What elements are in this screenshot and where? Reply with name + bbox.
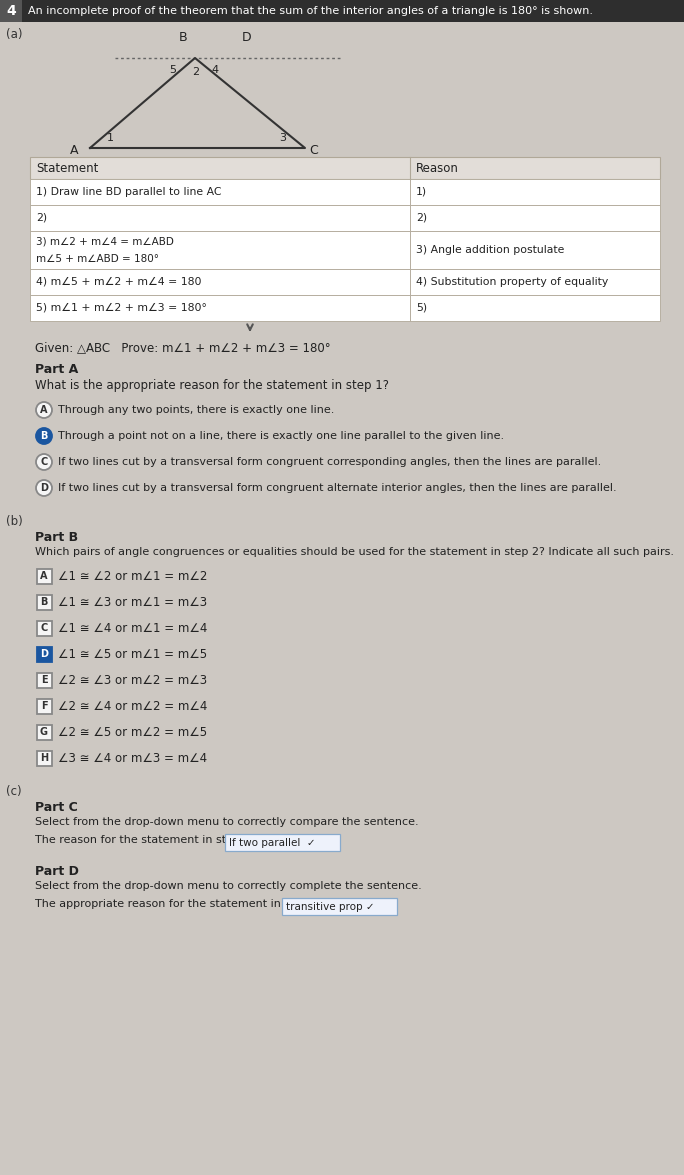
Text: 2: 2 bbox=[192, 67, 200, 78]
Text: Given: △ABC   Prove: m∠1 + m∠2 + m∠3 = 180°: Given: △ABC Prove: m∠1 + m∠2 + m∠3 = 180… bbox=[35, 341, 330, 354]
Text: 4: 4 bbox=[211, 65, 219, 75]
Circle shape bbox=[36, 454, 52, 470]
Text: C: C bbox=[40, 457, 48, 466]
Text: ∠2 ≅ ∠3 or m∠2 = m∠3: ∠2 ≅ ∠3 or m∠2 = m∠3 bbox=[58, 673, 207, 686]
Bar bbox=[36, 595, 51, 610]
Text: 2): 2) bbox=[416, 213, 427, 223]
Text: 1: 1 bbox=[107, 133, 114, 143]
Text: 2): 2) bbox=[36, 213, 47, 223]
Text: Select from the drop-down menu to correctly complete the sentence.: Select from the drop-down menu to correc… bbox=[35, 881, 422, 891]
Bar bbox=[225, 834, 340, 851]
Text: 4: 4 bbox=[6, 4, 16, 18]
Text: (c): (c) bbox=[6, 785, 22, 798]
Text: 3: 3 bbox=[280, 133, 287, 143]
Text: ∠1 ≅ ∠3 or m∠1 = m∠3: ∠1 ≅ ∠3 or m∠1 = m∠3 bbox=[58, 596, 207, 609]
Text: D: D bbox=[40, 649, 48, 659]
Text: What is the appropriate reason for the statement in step 1?: What is the appropriate reason for the s… bbox=[35, 380, 389, 392]
Bar bbox=[410, 179, 660, 204]
Text: ∠3 ≅ ∠4 or m∠3 = m∠4: ∠3 ≅ ∠4 or m∠3 = m∠4 bbox=[58, 752, 207, 765]
Circle shape bbox=[36, 402, 52, 418]
Text: m∠5 + m∠ABD = 180°: m∠5 + m∠ABD = 180° bbox=[36, 254, 159, 264]
Bar bbox=[36, 725, 51, 739]
Text: 4) Substitution property of equality: 4) Substitution property of equality bbox=[416, 277, 608, 287]
Bar bbox=[36, 646, 51, 662]
Text: H: H bbox=[40, 753, 48, 763]
Bar bbox=[410, 204, 660, 231]
Text: E: E bbox=[40, 674, 47, 685]
Bar bbox=[30, 269, 410, 295]
Text: (a): (a) bbox=[6, 28, 23, 41]
Text: 4) m∠5 + m∠2 + m∠4 = 180: 4) m∠5 + m∠2 + m∠4 = 180 bbox=[36, 277, 202, 287]
Text: 5) m∠1 + m∠2 + m∠3 = 180°: 5) m∠1 + m∠2 + m∠3 = 180° bbox=[36, 303, 207, 313]
Text: ∠1 ≅ ∠2 or m∠1 = m∠2: ∠1 ≅ ∠2 or m∠1 = m∠2 bbox=[58, 570, 207, 583]
Circle shape bbox=[36, 428, 52, 444]
Bar bbox=[36, 620, 51, 636]
Text: 5: 5 bbox=[170, 65, 176, 75]
Text: A: A bbox=[40, 405, 48, 415]
Bar bbox=[30, 295, 410, 321]
Text: Reason: Reason bbox=[416, 161, 459, 175]
Bar bbox=[30, 157, 660, 179]
Text: ∠2 ≅ ∠5 or m∠2 = m∠5: ∠2 ≅ ∠5 or m∠2 = m∠5 bbox=[58, 725, 207, 739]
Text: Part C: Part C bbox=[35, 801, 78, 814]
Text: Part A: Part A bbox=[35, 363, 78, 376]
Bar bbox=[0, 0, 22, 22]
Text: transitive prop ✓: transitive prop ✓ bbox=[286, 901, 375, 912]
Text: G: G bbox=[40, 727, 48, 737]
Text: 3) m∠2 + m∠4 = m∠ABD: 3) m∠2 + m∠4 = m∠ABD bbox=[36, 236, 174, 246]
Text: 3) Angle addition postulate: 3) Angle addition postulate bbox=[416, 246, 564, 255]
Text: C: C bbox=[309, 143, 318, 156]
Text: D: D bbox=[242, 31, 252, 43]
Text: An incomplete proof of the theorem that the sum of the interior angles of a tria: An incomplete proof of the theorem that … bbox=[28, 6, 593, 16]
Text: Statement: Statement bbox=[36, 161, 98, 175]
Text: B: B bbox=[40, 597, 48, 607]
Bar bbox=[0, 0, 684, 22]
Text: Through a point not on a line, there is exactly one line parallel to the given l: Through a point not on a line, there is … bbox=[58, 431, 504, 441]
Text: If two lines cut by a transversal form congruent corresponding angles, then the : If two lines cut by a transversal form c… bbox=[58, 457, 601, 466]
Text: Which pairs of angle congruences or equalities should be used for the statement : Which pairs of angle congruences or equa… bbox=[35, 548, 674, 557]
Bar bbox=[410, 269, 660, 295]
Text: The reason for the statement in step 2 is: The reason for the statement in step 2 i… bbox=[35, 835, 263, 845]
Text: (b): (b) bbox=[6, 515, 23, 528]
Text: B: B bbox=[179, 31, 187, 43]
Circle shape bbox=[36, 481, 52, 496]
Text: Part B: Part B bbox=[35, 531, 78, 544]
Text: D: D bbox=[40, 483, 48, 493]
Text: ∠1 ≅ ∠5 or m∠1 = m∠5: ∠1 ≅ ∠5 or m∠1 = m∠5 bbox=[58, 647, 207, 660]
Bar bbox=[36, 698, 51, 713]
Text: If two lines cut by a transversal form congruent alternate interior angles, then: If two lines cut by a transversal form c… bbox=[58, 483, 616, 493]
Text: ∠2 ≅ ∠4 or m∠2 = m∠4: ∠2 ≅ ∠4 or m∠2 = m∠4 bbox=[58, 699, 207, 712]
Text: F: F bbox=[40, 701, 47, 711]
Text: 1) Draw line BD parallel to line AC: 1) Draw line BD parallel to line AC bbox=[36, 187, 222, 197]
Bar bbox=[36, 569, 51, 584]
Text: Select from the drop-down menu to correctly compare the sentence.: Select from the drop-down menu to correc… bbox=[35, 817, 419, 827]
Text: A: A bbox=[40, 571, 48, 580]
Text: 5): 5) bbox=[416, 303, 427, 313]
Text: A: A bbox=[70, 143, 78, 156]
Text: Part D: Part D bbox=[35, 865, 79, 878]
Text: B: B bbox=[40, 431, 48, 441]
Bar bbox=[36, 751, 51, 765]
Text: The appropriate reason for the statement in step 5 is the: The appropriate reason for the statement… bbox=[35, 899, 353, 909]
Bar bbox=[30, 179, 410, 204]
Bar bbox=[30, 231, 410, 269]
Text: 1): 1) bbox=[416, 187, 427, 197]
Text: C: C bbox=[40, 623, 48, 633]
Bar bbox=[36, 672, 51, 687]
Text: ∠1 ≅ ∠4 or m∠1 = m∠4: ∠1 ≅ ∠4 or m∠1 = m∠4 bbox=[58, 622, 207, 634]
Text: If two parallel  ✓: If two parallel ✓ bbox=[229, 838, 315, 847]
Bar bbox=[410, 231, 660, 269]
Bar bbox=[282, 898, 397, 915]
Bar bbox=[30, 204, 410, 231]
Text: Through any two points, there is exactly one line.: Through any two points, there is exactly… bbox=[58, 405, 334, 415]
Bar bbox=[410, 295, 660, 321]
